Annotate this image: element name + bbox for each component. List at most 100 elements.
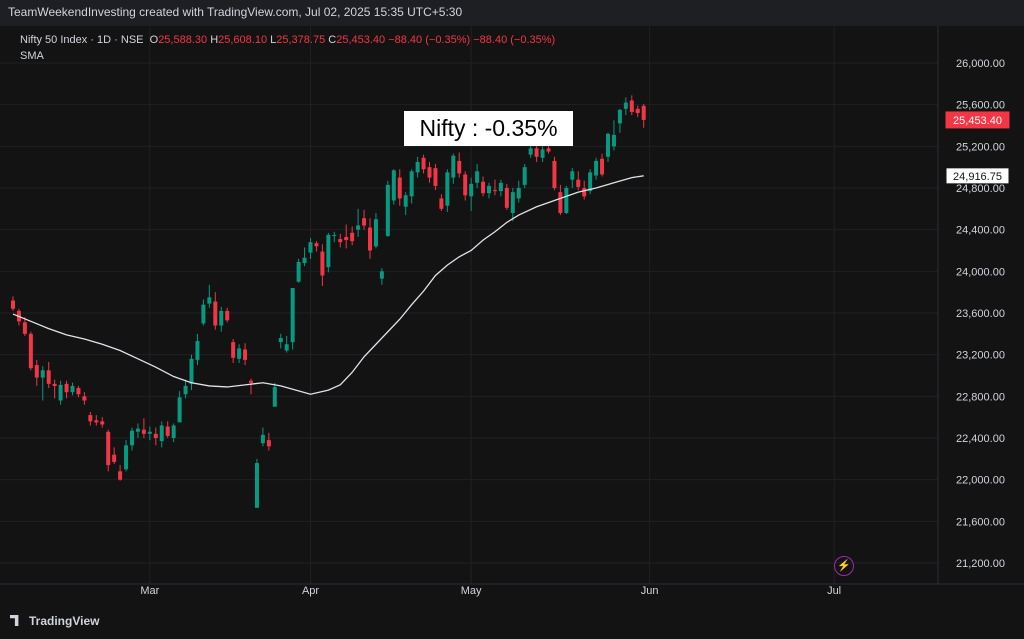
candle-body bbox=[558, 192, 563, 213]
chart-header-text: TeamWeekendInvesting created with Tradin… bbox=[8, 5, 463, 19]
candle-body bbox=[629, 100, 634, 112]
chart-header: TeamWeekendInvesting created with Tradin… bbox=[0, 0, 1024, 26]
candle-body bbox=[534, 148, 539, 157]
candle-body bbox=[415, 161, 420, 173]
candle-body bbox=[183, 385, 188, 395]
candle-body bbox=[368, 227, 372, 251]
candle-body bbox=[552, 160, 557, 188]
candle-body bbox=[64, 383, 69, 393]
candle-body bbox=[451, 155, 456, 178]
candle-body bbox=[320, 251, 325, 276]
sma-indicator-label[interactable]: SMA bbox=[20, 50, 44, 62]
candle-body bbox=[522, 167, 527, 185]
candle-body bbox=[260, 434, 265, 444]
candle-body bbox=[153, 433, 158, 438]
candle-body bbox=[570, 171, 575, 180]
candle-body bbox=[22, 322, 27, 334]
candle-body bbox=[141, 429, 146, 434]
candle-body bbox=[623, 102, 628, 109]
sma-price-tag-bg bbox=[945, 167, 1010, 185]
candle-body bbox=[195, 341, 200, 360]
candle-body bbox=[492, 190, 497, 192]
price-chart[interactable]: 21,200.00 21,600.00 22,000.00 22,400.00 22,8… bbox=[0, 26, 1024, 614]
candle-body bbox=[112, 454, 117, 462]
candle-body bbox=[302, 257, 307, 263]
y-tick-label: 26,000.00 bbox=[956, 58, 1005, 70]
candle-body bbox=[243, 349, 248, 360]
candle-body bbox=[135, 428, 140, 432]
candle-body bbox=[11, 300, 15, 309]
candle-body bbox=[177, 397, 182, 423]
candle-body bbox=[641, 105, 646, 120]
candle-body bbox=[278, 338, 283, 343]
candle-body bbox=[469, 183, 474, 197]
y-tick-label: 21,200.00 bbox=[956, 558, 1005, 570]
candle-body bbox=[409, 171, 414, 197]
y-tick-label: 24,000.00 bbox=[956, 266, 1005, 278]
change-value: −88.40 (−0.35%) bbox=[388, 34, 471, 46]
candle-body bbox=[237, 348, 242, 359]
candle-body bbox=[159, 425, 164, 442]
candle-body bbox=[171, 425, 176, 438]
candle-body bbox=[463, 174, 468, 196]
candle-body bbox=[475, 171, 480, 183]
y-tick-label: 25,600.00 bbox=[956, 100, 1005, 112]
candle-body bbox=[52, 383, 57, 386]
candle-body bbox=[576, 179, 581, 187]
candle-body bbox=[213, 301, 218, 326]
tradingview-logo[interactable]: TradingView bbox=[10, 614, 99, 628]
candle-body bbox=[28, 333, 33, 369]
change-value-2: −88.40 (−0.35%) bbox=[473, 34, 556, 46]
candle-body bbox=[487, 185, 491, 194]
candle-body bbox=[338, 239, 343, 243]
candle-body bbox=[439, 198, 444, 209]
candle-body bbox=[350, 232, 355, 242]
candle-body bbox=[498, 182, 503, 192]
candle-body bbox=[207, 297, 212, 304]
y-tick-label: 24,800.00 bbox=[956, 183, 1005, 195]
annotation-box[interactable]: Nifty : -0.35% bbox=[404, 111, 573, 146]
candle-body bbox=[284, 344, 289, 351]
candle-body bbox=[249, 380, 253, 383]
candle-body bbox=[118, 471, 123, 480]
candle-body bbox=[76, 388, 81, 395]
tradingview-logo-icon bbox=[10, 615, 19, 626]
candle-body bbox=[201, 304, 206, 324]
candle-body bbox=[106, 431, 111, 466]
y-tick-label: 22,400.00 bbox=[956, 433, 1005, 445]
candle-body bbox=[356, 225, 361, 230]
x-tick-label: Jul bbox=[827, 585, 841, 597]
candle-body bbox=[362, 218, 367, 226]
candle-body bbox=[504, 188, 509, 208]
candle-body bbox=[481, 181, 486, 194]
candle-body bbox=[165, 426, 170, 436]
ohlc-legend: Nifty 50 Index · 1D · NSE O25,588.30 H25… bbox=[20, 34, 556, 46]
candle-body bbox=[290, 288, 295, 343]
close-value: 25,453.40 bbox=[336, 34, 386, 46]
candle-body bbox=[46, 370, 51, 384]
y-tick-label: 21,600.00 bbox=[956, 516, 1005, 528]
candle-body bbox=[606, 133, 610, 157]
y-tick-label: 22,800.00 bbox=[956, 391, 1005, 403]
x-tick-label: Jun bbox=[641, 585, 659, 597]
candle-body bbox=[254, 463, 259, 508]
symbol-label: Nifty 50 Index · 1D · NSE bbox=[20, 34, 144, 46]
candle-body bbox=[457, 160, 462, 174]
candle-body bbox=[427, 167, 432, 178]
y-tick-label: 25,200.00 bbox=[956, 141, 1005, 153]
candle-body bbox=[540, 149, 545, 158]
y-tick-label: 23,200.00 bbox=[956, 350, 1005, 362]
last-price-tag-bg bbox=[945, 111, 1010, 129]
candle-body bbox=[225, 310, 230, 321]
candle-body bbox=[344, 236, 349, 241]
candle-body bbox=[272, 386, 277, 407]
y-tick-label: 24,400.00 bbox=[956, 225, 1005, 237]
candle-body bbox=[308, 242, 313, 253]
candle-body bbox=[528, 148, 533, 155]
y-tick-label: 23,600.00 bbox=[956, 308, 1005, 320]
candle-body bbox=[314, 243, 319, 247]
lightning-icon[interactable]: ⚡ bbox=[834, 556, 854, 576]
candle-body bbox=[379, 271, 384, 279]
candle-body bbox=[546, 148, 551, 152]
candle-body bbox=[403, 195, 408, 207]
